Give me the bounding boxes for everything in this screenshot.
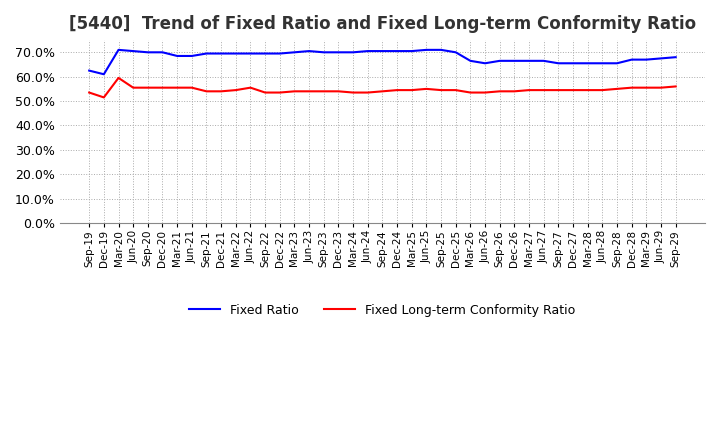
Fixed Long-term Conformity Ratio: [466, 90, 474, 95]
Fixed Ratio: [99, 72, 108, 77]
Fixed Ratio: [495, 58, 504, 63]
Fixed Ratio: [290, 50, 299, 55]
Fixed Ratio: [657, 56, 665, 61]
Fixed Ratio: [613, 61, 621, 66]
Fixed Long-term Conformity Ratio: [320, 89, 328, 94]
Title: [5440]  Trend of Fixed Ratio and Fixed Long-term Conformity Ratio: [5440] Trend of Fixed Ratio and Fixed Lo…: [69, 15, 696, 33]
Fixed Ratio: [261, 51, 269, 56]
Fixed Long-term Conformity Ratio: [525, 88, 534, 93]
Fixed Long-term Conformity Ratio: [334, 89, 343, 94]
Fixed Long-term Conformity Ratio: [393, 88, 402, 93]
Fixed Long-term Conformity Ratio: [217, 89, 225, 94]
Fixed Ratio: [422, 47, 431, 52]
Fixed Long-term Conformity Ratio: [408, 88, 416, 93]
Fixed Long-term Conformity Ratio: [422, 86, 431, 92]
Fixed Ratio: [671, 55, 680, 60]
Fixed Long-term Conformity Ratio: [348, 90, 357, 95]
Fixed Ratio: [393, 48, 402, 54]
Fixed Ratio: [305, 48, 313, 54]
Fixed Ratio: [246, 51, 255, 56]
Fixed Long-term Conformity Ratio: [554, 88, 563, 93]
Fixed Ratio: [276, 51, 284, 56]
Fixed Ratio: [114, 47, 123, 52]
Fixed Long-term Conformity Ratio: [187, 85, 196, 90]
Fixed Long-term Conformity Ratio: [437, 88, 446, 93]
Fixed Long-term Conformity Ratio: [202, 89, 211, 94]
Fixed Long-term Conformity Ratio: [246, 85, 255, 90]
Fixed Long-term Conformity Ratio: [158, 85, 167, 90]
Fixed Long-term Conformity Ratio: [129, 85, 138, 90]
Fixed Long-term Conformity Ratio: [598, 88, 607, 93]
Fixed Ratio: [466, 58, 474, 63]
Fixed Ratio: [539, 58, 548, 63]
Fixed Ratio: [232, 51, 240, 56]
Fixed Ratio: [217, 51, 225, 56]
Fixed Ratio: [187, 53, 196, 59]
Fixed Ratio: [569, 61, 577, 66]
Fixed Ratio: [320, 50, 328, 55]
Fixed Ratio: [334, 50, 343, 55]
Fixed Ratio: [642, 57, 651, 62]
Legend: Fixed Ratio, Fixed Long-term Conformity Ratio: Fixed Ratio, Fixed Long-term Conformity …: [184, 299, 581, 322]
Fixed Long-term Conformity Ratio: [671, 84, 680, 89]
Fixed Ratio: [510, 58, 518, 63]
Fixed Long-term Conformity Ratio: [642, 85, 651, 90]
Fixed Ratio: [348, 50, 357, 55]
Fixed Ratio: [451, 50, 460, 55]
Fixed Long-term Conformity Ratio: [305, 89, 313, 94]
Line: Fixed Long-term Conformity Ratio: Fixed Long-term Conformity Ratio: [89, 78, 675, 97]
Fixed Long-term Conformity Ratio: [510, 89, 518, 94]
Fixed Long-term Conformity Ratio: [276, 90, 284, 95]
Fixed Ratio: [408, 48, 416, 54]
Fixed Long-term Conformity Ratio: [481, 90, 490, 95]
Fixed Ratio: [143, 50, 152, 55]
Fixed Long-term Conformity Ratio: [173, 85, 181, 90]
Fixed Long-term Conformity Ratio: [99, 95, 108, 100]
Fixed Long-term Conformity Ratio: [364, 90, 372, 95]
Fixed Ratio: [129, 48, 138, 54]
Fixed Long-term Conformity Ratio: [85, 90, 94, 95]
Fixed Ratio: [85, 68, 94, 73]
Fixed Long-term Conformity Ratio: [290, 89, 299, 94]
Fixed Long-term Conformity Ratio: [613, 86, 621, 92]
Fixed Ratio: [158, 50, 167, 55]
Line: Fixed Ratio: Fixed Ratio: [89, 50, 675, 74]
Fixed Ratio: [583, 61, 592, 66]
Fixed Ratio: [627, 57, 636, 62]
Fixed Long-term Conformity Ratio: [378, 89, 387, 94]
Fixed Long-term Conformity Ratio: [657, 85, 665, 90]
Fixed Ratio: [173, 53, 181, 59]
Fixed Long-term Conformity Ratio: [583, 88, 592, 93]
Fixed Ratio: [525, 58, 534, 63]
Fixed Ratio: [598, 61, 607, 66]
Fixed Long-term Conformity Ratio: [451, 88, 460, 93]
Fixed Ratio: [378, 48, 387, 54]
Fixed Long-term Conformity Ratio: [114, 75, 123, 81]
Fixed Long-term Conformity Ratio: [627, 85, 636, 90]
Fixed Long-term Conformity Ratio: [569, 88, 577, 93]
Fixed Long-term Conformity Ratio: [539, 88, 548, 93]
Fixed Ratio: [481, 61, 490, 66]
Fixed Long-term Conformity Ratio: [143, 85, 152, 90]
Fixed Long-term Conformity Ratio: [232, 88, 240, 93]
Fixed Long-term Conformity Ratio: [495, 89, 504, 94]
Fixed Ratio: [364, 48, 372, 54]
Fixed Long-term Conformity Ratio: [261, 90, 269, 95]
Fixed Ratio: [554, 61, 563, 66]
Fixed Ratio: [437, 47, 446, 52]
Fixed Ratio: [202, 51, 211, 56]
